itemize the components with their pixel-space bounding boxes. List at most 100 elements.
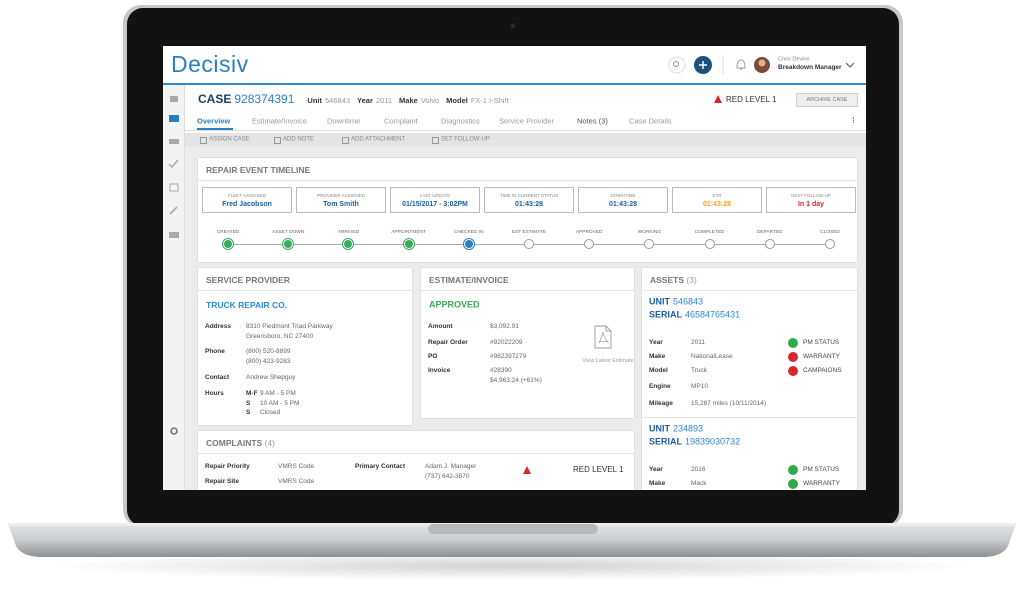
action-icon xyxy=(274,137,281,144)
screen: Decisiv Chris Devine Breakdown Manager CASE… xyxy=(163,46,866,490)
add-button[interactable] xyxy=(694,56,712,74)
bell-icon[interactable] xyxy=(736,59,746,70)
user-menu-chevron[interactable] xyxy=(845,62,855,68)
asset-row-label: Year xyxy=(649,339,663,347)
step-label: CHECKED IN xyxy=(454,230,484,236)
tab[interactable]: Overview xyxy=(197,116,231,126)
assets-count: (3) xyxy=(686,274,697,285)
asset-row-value: 2016 xyxy=(691,466,706,474)
card-rule xyxy=(198,453,634,454)
step-dot xyxy=(223,239,233,249)
hours-day: M-F xyxy=(246,390,258,398)
hours-time: Closed xyxy=(260,409,281,417)
stat-value: Tom Smith xyxy=(323,201,359,208)
avatar-face xyxy=(758,59,766,67)
hours-time: 9 AM - 5 PM xyxy=(260,390,296,398)
step-dot xyxy=(584,239,595,249)
row-value: (800) 423-9283 xyxy=(246,357,291,365)
step-label: ARRIVED xyxy=(337,230,360,236)
status-label: WARRANTY xyxy=(803,353,840,361)
tab[interactable]: Case Details xyxy=(629,116,672,126)
row-value: #28390 xyxy=(490,367,512,375)
case-field-value: FX-1 I-Shift xyxy=(470,95,509,105)
tab[interactable]: Downtime xyxy=(327,116,361,126)
asset-row-value: Truck xyxy=(691,367,708,375)
step-label: DEPARTED xyxy=(756,230,783,236)
asset-id-label: UNIT xyxy=(649,296,670,307)
card-title: REPAIR EVENT TIMELINE xyxy=(206,164,311,175)
complaints-title: COMPLAINTS xyxy=(206,437,263,448)
stat-value: In 1 day xyxy=(797,201,825,208)
card-rule xyxy=(198,290,412,291)
base xyxy=(8,524,1016,557)
step-dot xyxy=(704,239,715,249)
row-value: Andrew Shepguy xyxy=(246,374,296,382)
asset-row-label: Mileage xyxy=(649,400,673,408)
row-label: Contact xyxy=(205,374,230,382)
asset-row-label: Engine xyxy=(649,383,671,391)
asset-rule xyxy=(642,417,857,418)
archive-button[interactable]: ARCHIVE CASE xyxy=(796,93,858,107)
action[interactable]: ADD NOTE xyxy=(283,136,315,143)
stat-box: FLEET ASSIGNED Fred Jacobson xyxy=(202,187,292,213)
status-dot xyxy=(788,352,798,362)
row-value: (800) 520-8899 xyxy=(246,348,291,356)
shadow xyxy=(42,552,982,580)
tab[interactable]: Diagnostics xyxy=(441,116,480,126)
step-label: WORKING xyxy=(637,230,662,236)
case-number: 928374391 xyxy=(234,91,295,106)
hours-day: S xyxy=(246,409,251,417)
tab[interactable]: Service Provider xyxy=(499,116,555,126)
case-field-label: Unit xyxy=(307,95,323,105)
action[interactable]: ASSIGN CASE xyxy=(209,136,250,143)
stat-label: NEXT FOLLOW-UP xyxy=(791,193,831,198)
view-estimate-link[interactable]: View Latest Estimate xyxy=(582,358,634,364)
asset-id: UNIT 234893 xyxy=(649,424,703,435)
assets-card: ASSETS (3) UNIT 546843 SERIAL 46584765431 Yea… xyxy=(642,268,857,490)
service-provider-card: SERVICE PROVIDER TRUCK REPAIR CO. Address 8… xyxy=(198,268,412,425)
asset-id-value: 234893 xyxy=(673,423,704,434)
step-label: APPOINTMENT xyxy=(391,230,426,236)
step-label: ASSET DOWN xyxy=(272,230,305,236)
complaint-label: Repair Priority xyxy=(205,463,250,471)
step-label: EST ESTIMATE xyxy=(511,230,547,236)
case-row: CASE 928374391 Unit 546843 Year 2011 Make Volvo… xyxy=(198,92,513,106)
contact-value: (737) 642-3870 xyxy=(425,473,470,481)
contact-value: Adam J. Manager xyxy=(425,463,477,471)
asset-row-label: Make xyxy=(649,353,666,361)
tab[interactable]: Notes (3) xyxy=(577,116,608,126)
tab[interactable]: Estimate/Invoice xyxy=(252,116,308,126)
card-rule xyxy=(642,290,857,291)
avatar[interactable] xyxy=(754,57,770,73)
status-dot xyxy=(788,465,798,475)
search-icon[interactable] xyxy=(668,56,686,74)
estimate-status: APPROVED xyxy=(429,299,480,310)
row-value: $3,092.91 xyxy=(490,323,519,331)
asset-row-value: Mack xyxy=(691,480,707,488)
stat-value: Fred Jacobson xyxy=(222,201,272,208)
stat-value: 01/15/2017 - 3:02PM xyxy=(402,201,468,208)
user-name: Chris Devine xyxy=(778,56,810,63)
asset-id-value: 19839030732 xyxy=(685,436,741,447)
stat-value: 01:43:28 xyxy=(702,201,732,208)
camera xyxy=(510,23,516,29)
status-dot xyxy=(788,338,798,348)
step-dot xyxy=(764,239,775,249)
tab-menu xyxy=(853,117,856,123)
status-dot xyxy=(788,479,798,489)
stat-value: 01:43:28 xyxy=(608,201,638,208)
row-label: Repair Order xyxy=(428,339,468,347)
asset-row-value: 2011 xyxy=(691,339,705,347)
action[interactable]: ADD ATTACHMENT xyxy=(351,136,406,143)
card-rule xyxy=(198,180,857,181)
header-rule xyxy=(163,83,866,85)
card-title: ASSETS (3) xyxy=(650,275,697,285)
action[interactable]: SET FOLLOW-UP xyxy=(441,136,490,143)
tab[interactable]: Complaint xyxy=(384,116,418,126)
row-value: 8310 Piedmont Triad Parkway xyxy=(246,323,333,331)
asset-id-label: SERIAL xyxy=(649,309,683,320)
row-value: $4,963.24 (+61%) xyxy=(490,376,542,384)
stat-label: DOWNTIME xyxy=(610,193,636,198)
case-field-label: Model xyxy=(446,95,468,105)
